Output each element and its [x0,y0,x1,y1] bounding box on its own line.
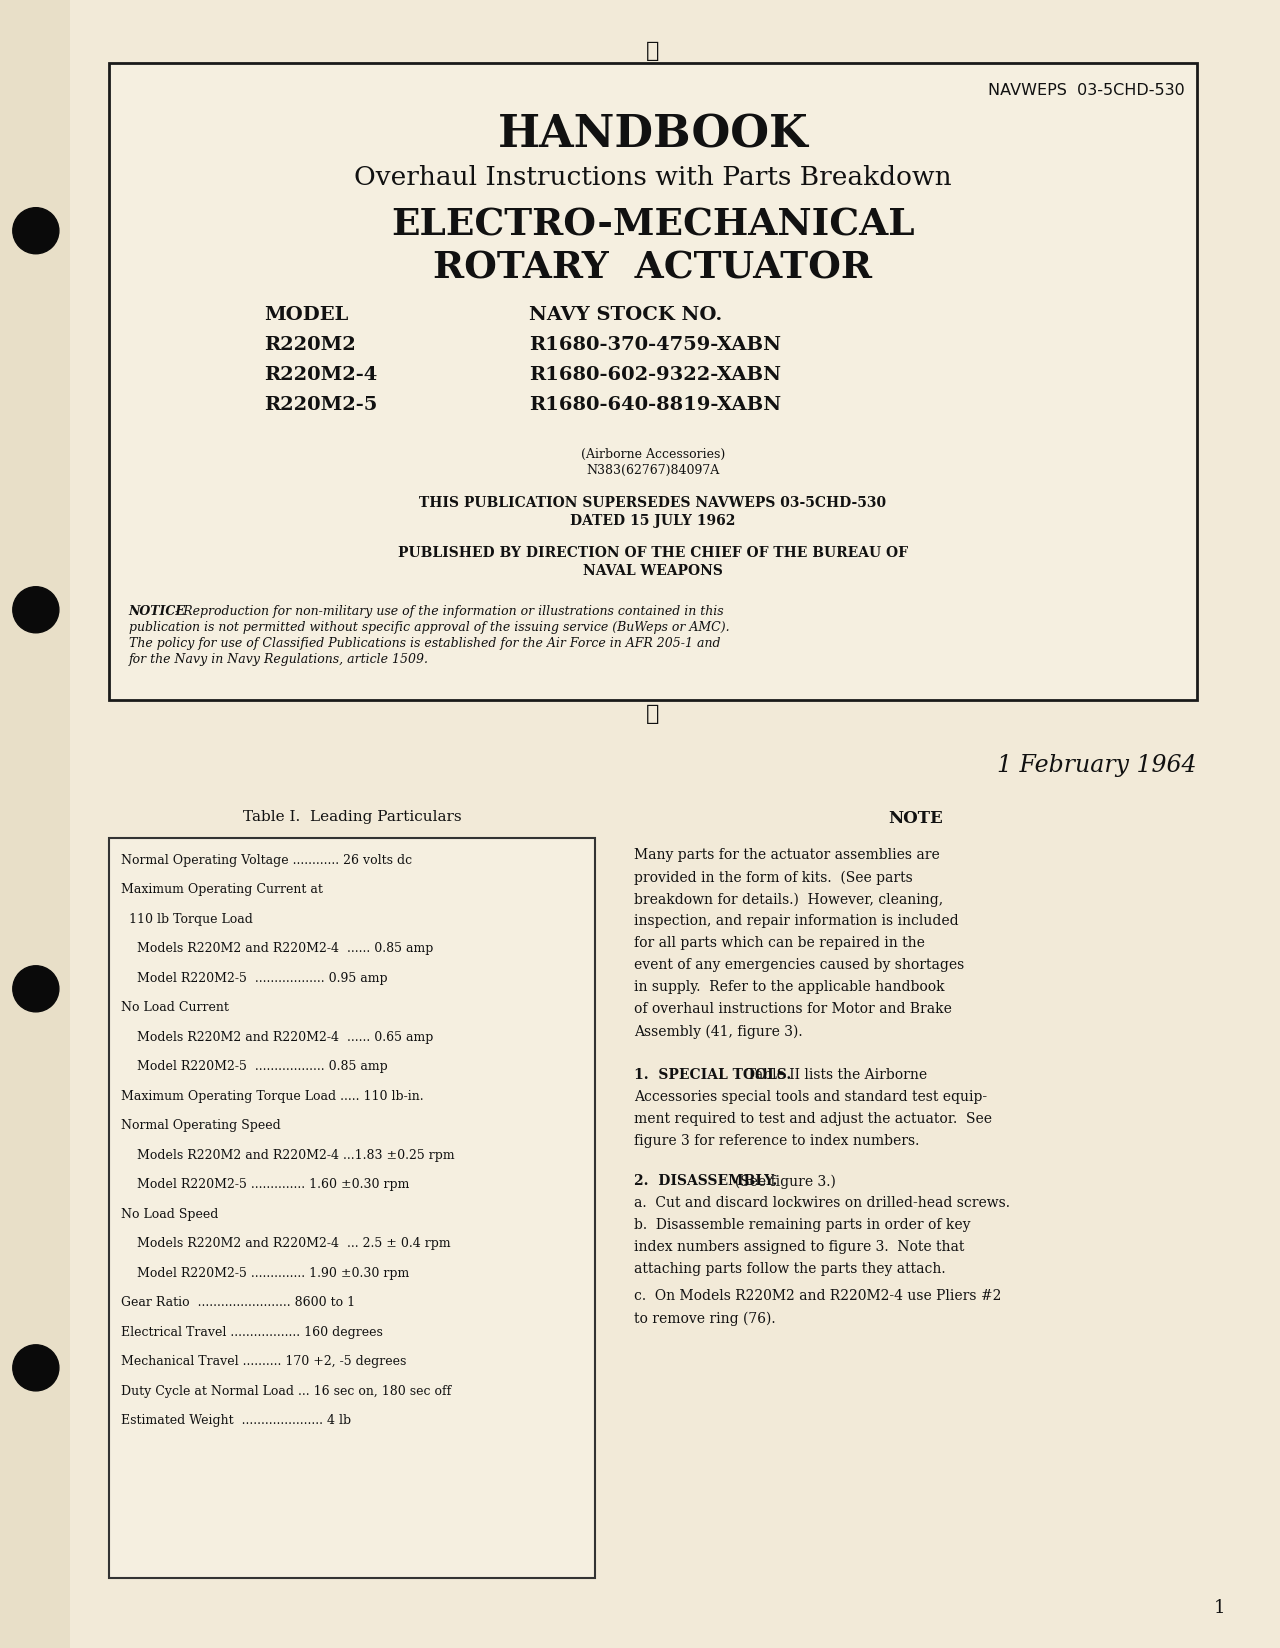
Text: 2.  DISASSEMBLY.: 2. DISASSEMBLY. [634,1175,777,1188]
Text: The policy for use of Classified Publications is established for the Air Force i: The policy for use of Classified Publica… [129,636,721,649]
Text: R1680-602-9322-XABN: R1680-602-9322-XABN [529,366,781,384]
Text: a.  Cut and discard lockwires on drilled-head screws.: a. Cut and discard lockwires on drilled-… [634,1196,1010,1210]
Text: Overhaul Instructions with Parts Breakdown: Overhaul Instructions with Parts Breakdo… [355,165,951,190]
Text: Duty Cycle at Normal Load ... 16 sec on, 180 sec off: Duty Cycle at Normal Load ... 16 sec on,… [120,1384,451,1398]
Text: publication is not permitted without specific approval of the issuing service (B: publication is not permitted without spe… [129,621,730,633]
Text: provided in the form of kits.  (See parts: provided in the form of kits. (See parts [634,870,913,885]
Text: (See figure 3.): (See figure 3.) [727,1175,836,1188]
Text: Models R220M2 and R220M2-4  ...... 0.65 amp: Models R220M2 and R220M2-4 ...... 0.65 a… [120,1032,433,1043]
Text: NOTE: NOTE [888,811,942,827]
Text: Estimated Weight  ..................... 4 lb: Estimated Weight ..................... 4… [120,1414,351,1427]
Text: NAVAL WEAPONS: NAVAL WEAPONS [582,564,723,578]
Text: Model R220M2-5 .............. 1.90 ±0.30 rpm: Model R220M2-5 .............. 1.90 ±0.30… [120,1267,410,1280]
Text: for all parts which can be repaired in the: for all parts which can be repaired in t… [634,936,924,951]
Text: ROTARY  ACTUATOR: ROTARY ACTUATOR [434,249,872,287]
Text: 110 lb Torque Load: 110 lb Torque Load [120,913,252,926]
Text: Gear Ratio  ........................ 8600 to 1: Gear Ratio ........................ 8600… [120,1297,355,1310]
Text: NAVWEPS  03-5CHD-530: NAVWEPS 03-5CHD-530 [988,82,1185,99]
Text: Model R220M2-5 .............. 1.60 ±0.30 rpm: Model R220M2-5 .............. 1.60 ±0.30… [120,1178,410,1192]
Text: ELECTRO-MECHANICAL: ELECTRO-MECHANICAL [390,206,915,244]
Text: Models R220M2 and R220M2-4 ...1.83 ±0.25 rpm: Models R220M2 and R220M2-4 ...1.83 ±0.25… [120,1149,454,1162]
Text: Assembly (41, figure 3).: Assembly (41, figure 3). [634,1025,803,1038]
Text: R1680-370-4759-XABN: R1680-370-4759-XABN [529,336,781,354]
Text: 1: 1 [1215,1599,1226,1617]
Text: NAVY STOCK NO.: NAVY STOCK NO. [529,305,722,323]
Circle shape [13,587,59,633]
Text: R1680-640-8819-XABN: R1680-640-8819-XABN [529,396,781,414]
Text: No Load Current: No Load Current [120,1002,229,1015]
Text: b.  Disassemble remaining parts in order of key: b. Disassemble remaining parts in order … [634,1218,970,1233]
Text: PUBLISHED BY DIRECTION OF THE CHIEF OF THE BUREAU OF: PUBLISHED BY DIRECTION OF THE CHIEF OF T… [398,545,908,560]
Text: attaching parts follow the parts they attach.: attaching parts follow the parts they at… [634,1262,945,1277]
Text: index numbers assigned to figure 3.  Note that: index numbers assigned to figure 3. Note… [634,1241,964,1254]
Text: Normal Operating Voltage ............ 26 volts dc: Normal Operating Voltage ............ 26… [120,854,412,867]
Circle shape [13,966,59,1012]
Text: NOTICE: NOTICE [129,605,186,618]
Text: 1.  SPECIAL TOOLS.: 1. SPECIAL TOOLS. [634,1068,791,1083]
Text: ★: ★ [646,40,659,61]
Text: in supply.  Refer to the applicable handbook: in supply. Refer to the applicable handb… [634,981,945,994]
Text: Accessories special tools and standard test equip-: Accessories special tools and standard t… [634,1091,987,1104]
Text: Maximum Operating Torque Load ..... 110 lb-in.: Maximum Operating Torque Load ..... 110 … [120,1089,424,1103]
Text: Maximum Operating Current at: Maximum Operating Current at [120,883,323,897]
Text: Mechanical Travel .......... 170 +2, -5 degrees: Mechanical Travel .......... 170 +2, -5 … [120,1355,406,1368]
Text: event of any emergencies caused by shortages: event of any emergencies caused by short… [634,959,964,972]
Text: R220M2: R220M2 [264,336,356,354]
Text: Many parts for the actuator assemblies are: Many parts for the actuator assemblies a… [634,849,940,862]
Text: Model R220M2-5  .................. 0.95 amp: Model R220M2-5 .................. 0.95 a… [120,972,388,986]
Text: THIS PUBLICATION SUPERSEDES NAVWEPS 03-5CHD-530: THIS PUBLICATION SUPERSEDES NAVWEPS 03-5… [420,496,886,509]
Text: ★: ★ [646,704,659,725]
Bar [0,0,70,1648]
Text: 1 February 1964: 1 February 1964 [997,753,1197,776]
Circle shape [13,208,59,254]
Text: No Load Speed: No Load Speed [120,1208,218,1221]
Text: Table II lists the Airborne: Table II lists the Airborne [739,1068,927,1083]
Bar [109,63,1197,700]
Text: - Reproduction for non-military use of the information or illustrations containe: - Reproduction for non-military use of t… [170,605,723,618]
Text: ment required to test and adjust the actuator.  See: ment required to test and adjust the act… [634,1112,992,1126]
Text: R220M2-4: R220M2-4 [264,366,378,384]
Text: inspection, and repair information is included: inspection, and repair information is in… [634,915,959,928]
Text: of overhaul instructions for Motor and Brake: of overhaul instructions for Motor and B… [634,1002,951,1017]
Text: to remove ring (76).: to remove ring (76). [634,1312,776,1325]
Text: breakdown for details.)  However, cleaning,: breakdown for details.) However, cleanin… [634,893,943,906]
Text: (Airborne Accessories): (Airborne Accessories) [581,448,724,461]
Text: HANDBOOK: HANDBOOK [498,114,808,157]
Text: Models R220M2 and R220M2-4  ... 2.5 ± 0.4 rpm: Models R220M2 and R220M2-4 ... 2.5 ± 0.4… [120,1238,451,1251]
Bar [109,839,595,1579]
Text: Table I.  Leading Particulars: Table I. Leading Particulars [243,811,461,824]
Text: Electrical Travel .................. 160 degrees: Electrical Travel .................. 160… [120,1327,383,1338]
Text: c.  On Models R220M2 and R220M2-4 use Pliers #2: c. On Models R220M2 and R220M2-4 use Pli… [634,1289,1001,1304]
Text: Models R220M2 and R220M2-4  ...... 0.85 amp: Models R220M2 and R220M2-4 ...... 0.85 a… [120,943,433,956]
Circle shape [13,1345,59,1391]
Text: for the Navy in Navy Regulations, article 1509.: for the Navy in Navy Regulations, articl… [129,653,429,666]
Text: figure 3 for reference to index numbers.: figure 3 for reference to index numbers. [634,1134,919,1149]
Text: MODEL: MODEL [264,305,348,323]
Text: Model R220M2-5  .................. 0.85 amp: Model R220M2-5 .................. 0.85 a… [120,1060,388,1073]
Text: R220M2-5: R220M2-5 [264,396,378,414]
Text: Normal Operating Speed: Normal Operating Speed [120,1119,280,1132]
Text: DATED 15 JULY 1962: DATED 15 JULY 1962 [570,514,736,527]
Text: N383(62767)84097A: N383(62767)84097A [586,465,719,478]
